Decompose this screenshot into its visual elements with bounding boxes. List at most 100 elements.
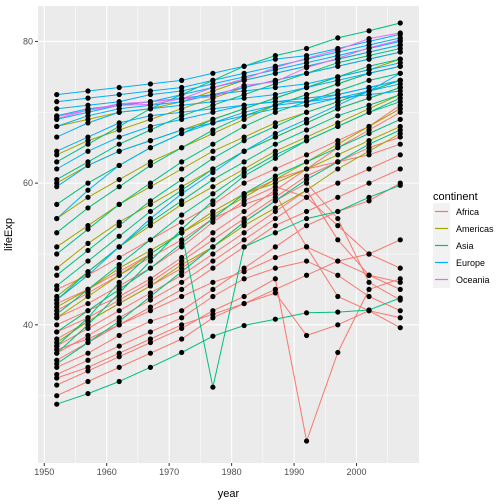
data-point — [397, 237, 403, 243]
data-point — [210, 293, 216, 300]
data-point — [241, 322, 247, 329]
data-point — [116, 201, 122, 207]
data-point — [241, 138, 247, 144]
legend-label-americas: Americas — [456, 224, 494, 234]
data-point — [54, 322, 60, 328]
data-point — [272, 106, 278, 112]
data-point — [241, 88, 247, 94]
data-point — [179, 127, 185, 133]
x-tick-label: 1970 — [159, 467, 179, 477]
data-point — [85, 258, 91, 264]
data-point — [303, 215, 310, 222]
series-line-europe — [56, 37, 401, 103]
data-point — [210, 198, 216, 204]
data-point — [303, 116, 310, 122]
data-point — [179, 176, 185, 183]
legend-label-oceania: Oceania — [456, 275, 490, 285]
data-point — [179, 308, 185, 314]
data-point — [85, 378, 91, 385]
data-point — [366, 35, 372, 42]
data-point — [303, 152, 310, 158]
data-point — [272, 173, 278, 179]
data-point — [303, 55, 310, 62]
data-point — [272, 198, 278, 204]
series-line-asia — [56, 72, 401, 255]
data-point — [116, 233, 122, 239]
data-point — [116, 134, 122, 140]
data-point — [179, 96, 185, 102]
data-point — [179, 293, 185, 300]
data-point — [366, 272, 372, 278]
data-point — [397, 106, 403, 112]
data-point — [241, 219, 247, 225]
data-point — [366, 166, 372, 172]
data-point — [397, 60, 403, 66]
data-point — [335, 113, 341, 119]
data-point — [179, 286, 185, 293]
data-point — [272, 141, 278, 147]
data-point — [366, 279, 372, 285]
data-point — [54, 272, 60, 278]
data-point — [366, 77, 372, 83]
data-point — [179, 145, 185, 151]
data-point — [210, 84, 216, 91]
data-point — [179, 226, 185, 232]
data-point — [241, 148, 247, 154]
data-point — [272, 223, 278, 229]
data-point — [272, 180, 278, 186]
data-point — [54, 343, 60, 349]
data-point — [241, 269, 247, 275]
series-line-asia — [56, 297, 401, 405]
data-point — [147, 162, 154, 169]
data-point — [366, 141, 372, 147]
data-point — [85, 300, 91, 307]
data-point — [179, 219, 185, 225]
data-point — [303, 272, 310, 278]
data-point — [147, 88, 154, 94]
data-point — [397, 308, 403, 314]
data-point — [272, 276, 278, 282]
data-point — [272, 166, 278, 172]
data-point — [397, 70, 403, 76]
data-point — [85, 88, 91, 94]
data-point — [335, 215, 341, 222]
data-point — [210, 127, 216, 133]
series-line-africa — [56, 168, 401, 361]
data-point — [147, 336, 154, 342]
data-point — [335, 74, 341, 80]
data-point — [366, 28, 372, 34]
legend-title: continent — [433, 191, 478, 203]
data-point — [54, 166, 60, 172]
data-points — [54, 20, 403, 444]
data-point — [116, 343, 122, 349]
data-point — [85, 194, 91, 200]
data-point — [335, 237, 341, 243]
legend-label-europe: Europe — [456, 258, 485, 268]
data-point — [210, 106, 216, 112]
legend-label-asia: Asia — [456, 241, 474, 251]
data-point — [179, 84, 185, 91]
x-tick-label: 1990 — [284, 467, 304, 477]
data-point — [335, 145, 341, 151]
data-point — [210, 148, 216, 154]
data-point — [397, 77, 403, 83]
series-line-africa — [56, 182, 401, 368]
y-tick-label: 60 — [23, 178, 33, 188]
data-point — [303, 176, 310, 183]
data-point — [303, 332, 310, 339]
data-point — [54, 304, 60, 310]
data-point — [366, 84, 372, 91]
data-point — [335, 123, 341, 130]
data-point — [366, 91, 372, 98]
data-point — [272, 215, 278, 222]
data-point — [54, 134, 60, 140]
data-point — [116, 262, 122, 268]
series-line-europe — [56, 90, 401, 170]
series-line-europe — [56, 33, 401, 96]
data-point — [241, 173, 247, 179]
data-point — [241, 82, 247, 88]
series-line-europe — [56, 83, 401, 188]
data-point — [303, 244, 310, 250]
series-lines — [56, 22, 401, 443]
data-point — [179, 322, 185, 328]
